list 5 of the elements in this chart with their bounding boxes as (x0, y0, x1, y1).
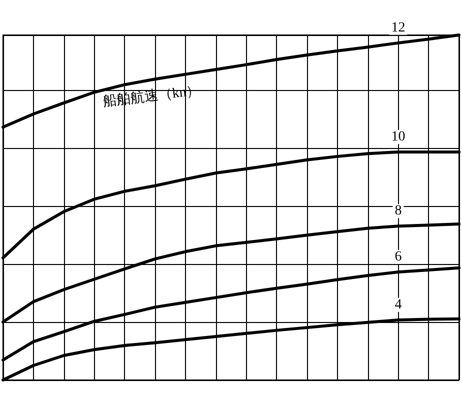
series-label: 10 (391, 129, 406, 144)
series-label: 4 (394, 297, 402, 312)
series-label: 6 (394, 250, 402, 265)
series-label: 8 (394, 204, 402, 219)
series-label: 12 (391, 20, 406, 36)
